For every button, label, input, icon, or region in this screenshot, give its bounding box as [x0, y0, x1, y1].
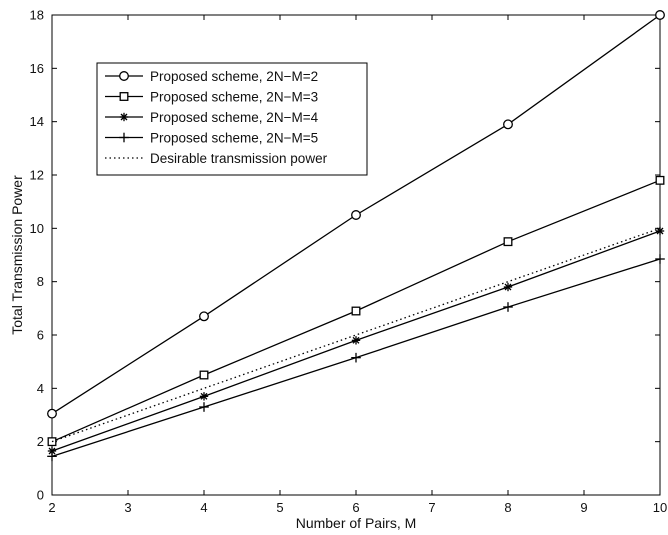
legend-marker — [119, 92, 129, 101]
x-tick-label: 2 — [48, 500, 55, 515]
y-tick-label: 2 — [37, 434, 44, 449]
x-tick-label: 7 — [428, 500, 435, 515]
legend-item: Proposed scheme, 2N−M=4 — [105, 110, 319, 125]
y-axis-title: Total Transmission Power — [9, 175, 25, 335]
series-1 — [47, 10, 665, 419]
x-tick-label: 5 — [276, 500, 283, 515]
data-point — [655, 175, 665, 185]
legend-label: Proposed scheme, 2N−M=3 — [150, 90, 318, 105]
data-point — [351, 210, 361, 220]
data-point — [503, 119, 513, 130]
legend-label: Proposed scheme, 2N−M=5 — [150, 131, 318, 146]
data-point — [503, 302, 513, 312]
y-tick-label: 0 — [37, 488, 44, 503]
data-point — [655, 254, 665, 264]
data-point — [503, 237, 513, 247]
y-tick-label: 4 — [37, 381, 44, 396]
legend-label: Proposed scheme, 2N−M=2 — [150, 69, 318, 84]
x-tick-label: 10 — [653, 500, 667, 515]
legend-marker — [119, 112, 129, 122]
y-tick-label: 12 — [30, 168, 44, 183]
x-tick-label: 6 — [352, 500, 359, 515]
y-tick-label: 6 — [37, 328, 44, 343]
y-tick-label: 8 — [37, 274, 44, 289]
legend-item: Proposed scheme, 2N−M=2 — [105, 69, 318, 84]
legend: Proposed scheme, 2N−M=2 Proposed scheme, … — [96, 62, 368, 176]
x-tick-label: 9 — [580, 500, 587, 515]
data-point — [47, 408, 57, 419]
data-point — [199, 402, 209, 412]
data-point — [503, 282, 513, 292]
data-point — [351, 336, 361, 345]
legend-label: Desirable transmission power — [150, 151, 328, 166]
series-4 — [47, 254, 665, 462]
legend-item: Desirable transmission power — [105, 151, 328, 166]
y-tick-label: 16 — [30, 61, 44, 76]
data-point — [351, 352, 361, 363]
legend-label: Proposed scheme, 2N−M=4 — [150, 110, 319, 125]
x-tick-label: 3 — [124, 500, 131, 515]
data-point — [199, 311, 209, 322]
legend-item: Proposed scheme, 2N−M=5 — [105, 131, 318, 146]
legend-box — [96, 62, 368, 176]
data-point — [655, 10, 665, 20]
series-layer — [47, 10, 665, 462]
series-3 — [47, 226, 665, 456]
x-axis-title: Number of Pairs, M — [296, 515, 417, 531]
series-5 — [51, 227, 661, 443]
x-tick-label: 8 — [504, 500, 511, 515]
data-point — [47, 451, 57, 462]
data-point — [655, 226, 665, 236]
data-point — [199, 392, 209, 401]
x-tick-label: 4 — [200, 500, 207, 515]
legend-marker — [119, 132, 129, 143]
y-tick-label: 10 — [30, 221, 44, 236]
legend-item: Proposed scheme, 2N−M=3 — [105, 90, 318, 105]
y-tick-label: 14 — [30, 114, 44, 129]
data-point — [351, 306, 361, 316]
legend-marker — [119, 71, 129, 81]
series-line — [51, 227, 661, 443]
data-point — [199, 370, 209, 380]
y-tick-label: 18 — [30, 8, 44, 23]
